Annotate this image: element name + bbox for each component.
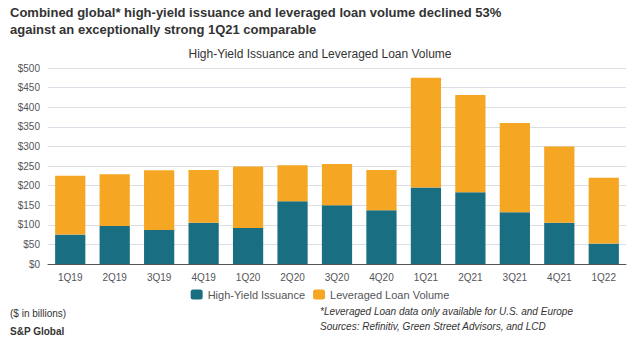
svg-text:High-Yield Issuance and Levera: High-Yield Issuance and Leveraged Loan V… <box>188 47 451 61</box>
svg-text:$450: $450 <box>18 82 41 93</box>
svg-text:2Q21: 2Q21 <box>458 272 483 283</box>
svg-text:$50: $50 <box>23 239 40 250</box>
svg-text:2Q20: 2Q20 <box>280 272 305 283</box>
svg-text:Sources: Refinitiv, Green Stre: Sources: Refinitiv, Green Street Advisor… <box>320 321 546 332</box>
svg-text:1Q20: 1Q20 <box>236 272 261 283</box>
svg-text:1Q22: 1Q22 <box>592 272 617 283</box>
svg-text:S&P Global: S&P Global <box>10 326 64 337</box>
svg-text:$300: $300 <box>18 141 41 152</box>
svg-text:4Q20: 4Q20 <box>369 272 394 283</box>
svg-text:1Q19: 1Q19 <box>58 272 83 283</box>
svg-text:$100: $100 <box>18 219 41 230</box>
svg-text:4Q19: 4Q19 <box>191 272 216 283</box>
svg-text:High-Yield Issuance: High-Yield Issuance <box>208 289 305 301</box>
svg-text:$250: $250 <box>18 161 41 172</box>
svg-text:$350: $350 <box>18 121 41 132</box>
svg-text:1Q21: 1Q21 <box>414 272 439 283</box>
svg-text:$150: $150 <box>18 200 41 211</box>
svg-text:2Q19: 2Q19 <box>102 272 127 283</box>
svg-text:$500: $500 <box>18 63 41 74</box>
svg-text:Leveraged Loan Volume: Leveraged Loan Volume <box>330 289 449 301</box>
svg-text:3Q19: 3Q19 <box>147 272 172 283</box>
svg-text:3Q20: 3Q20 <box>325 272 350 283</box>
svg-text:Combined global* high-yield is: Combined global* high-yield issuance and… <box>10 5 502 20</box>
svg-text:4Q21: 4Q21 <box>547 272 572 283</box>
svg-text:*Leveraged Loan data only avai: *Leveraged Loan data only available for … <box>320 306 573 317</box>
svg-text:$200: $200 <box>18 180 41 191</box>
svg-text:against an exceptionally stron: against an exceptionally strong 1Q21 com… <box>10 22 316 37</box>
svg-text:3Q21: 3Q21 <box>503 272 528 283</box>
svg-text:$400: $400 <box>18 102 41 113</box>
svg-text:$0: $0 <box>29 259 41 270</box>
svg-text:($ in billions): ($ in billions) <box>10 308 66 319</box>
